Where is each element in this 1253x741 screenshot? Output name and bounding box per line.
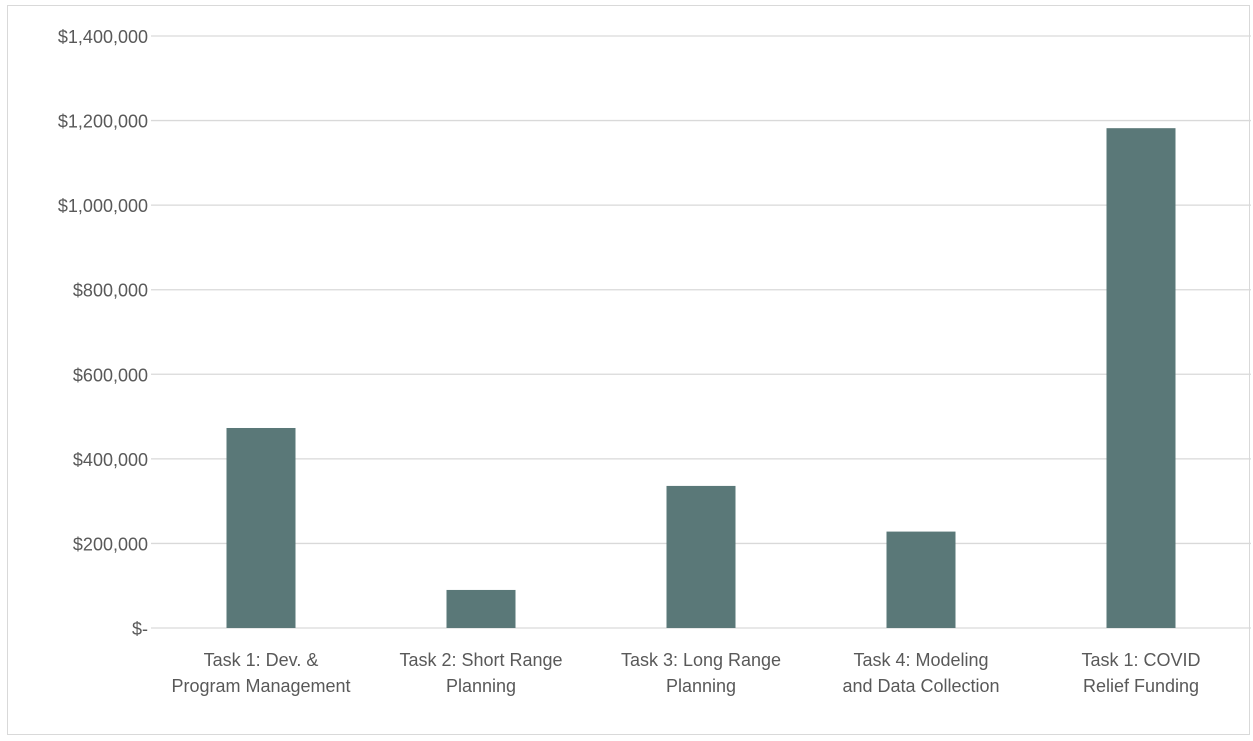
x-tick-label-line: Task 4: Modeling <box>853 650 988 670</box>
x-axis-tick-labels: Task 1: Dev. & Program Management Task 2: … <box>171 650 1200 696</box>
x-tick-label-line: Task 3: Long Range <box>621 650 781 670</box>
x-tick-label: Task 4: Modeling and Data Collection <box>842 650 999 696</box>
bar-1 <box>226 427 296 628</box>
x-tick-label-line: Program Management <box>171 676 350 696</box>
chart-frame: $- $200,000 $400,000 $600,000 $800,000 $1,000… <box>7 5 1251 735</box>
x-tick-label-line: Task 2: Short Range <box>399 650 562 670</box>
bar-5 <box>1106 128 1176 628</box>
y-tick-label: $800,000 <box>73 281 148 301</box>
y-tick-label: $400,000 <box>73 450 148 470</box>
x-tick-label-line: Planning <box>446 676 516 696</box>
bar-3 <box>666 485 736 628</box>
y-tick-label: $600,000 <box>73 365 148 385</box>
gridlines <box>151 35 1251 629</box>
y-tick-label: $- <box>132 619 148 639</box>
y-tick-label: $200,000 <box>73 534 148 554</box>
bar-2 <box>446 589 516 628</box>
x-tick-label: Task 2: Short Range Planning <box>399 650 562 696</box>
x-tick-label-line: Task 1: COVID <box>1081 650 1200 670</box>
x-tick-label: Task 1: Dev. & Program Management <box>171 650 350 696</box>
x-tick-label-line: Planning <box>666 676 736 696</box>
bars <box>226 128 1176 628</box>
y-tick-label: $1,200,000 <box>58 112 148 132</box>
x-tick-label-line: Relief Funding <box>1083 676 1199 696</box>
y-tick-label: $1,000,000 <box>58 196 148 216</box>
y-tick-label: $1,400,000 <box>58 27 148 47</box>
y-axis-tick-labels: $- $200,000 $400,000 $600,000 $800,000 $1,000… <box>58 27 148 639</box>
bar-4 <box>886 531 956 628</box>
x-tick-label: Task 1: COVID Relief Funding <box>1081 650 1200 696</box>
x-tick-label: Task 3: Long Range Planning <box>621 650 781 696</box>
bar-chart: $- $200,000 $400,000 $600,000 $800,000 $1,000… <box>58 27 1251 696</box>
x-tick-label-line: and Data Collection <box>842 676 999 696</box>
x-tick-label-line: Task 1: Dev. & <box>204 650 319 670</box>
